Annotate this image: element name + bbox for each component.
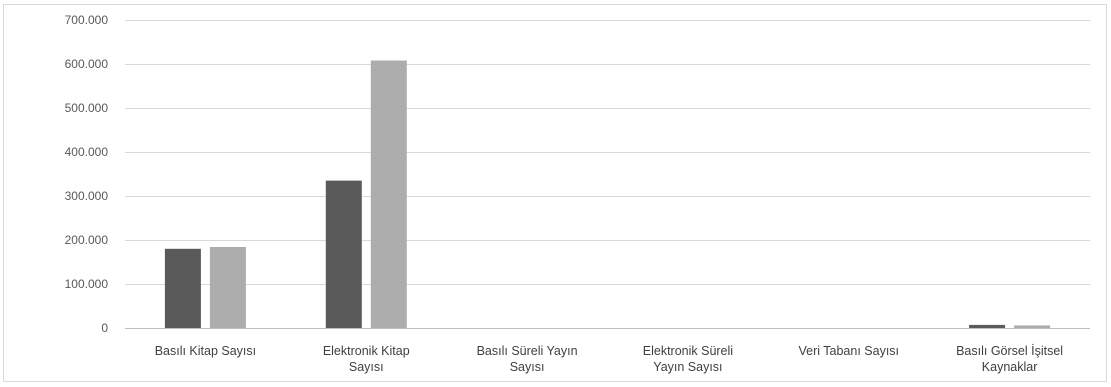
- bars: [164, 60, 1051, 328]
- y-tick-label: 300.000: [65, 189, 109, 203]
- bar-series-2-1: [209, 247, 246, 328]
- x-axis-categories: Basılı Kitap Sayısı Elektronik Kitap Sayıs…: [155, 344, 1063, 374]
- y-tick-label: 0: [101, 321, 108, 335]
- x-category-label: Elektronik Süreli Yayın Sayısı: [643, 344, 733, 374]
- y-tick-label: 700.000: [65, 13, 109, 27]
- bar-series-1-6: [969, 324, 1006, 328]
- y-tick-label: 100.000: [65, 277, 109, 291]
- bar-series-1-2: [325, 180, 362, 328]
- x-category-label: Basılı Kitap Sayısı: [155, 344, 256, 358]
- x-category-label: Veri Tabanı Sayısı: [798, 344, 899, 358]
- x-category-label: Basılı Süreli Yayın Sayısı: [477, 344, 578, 374]
- y-tick-label: 400.000: [65, 145, 109, 159]
- x-category-label: Basılı Görsel İşitsel Kaynaklar: [956, 344, 1063, 374]
- bar-series-2-6: [1014, 325, 1051, 328]
- y-tick-label: 600.000: [65, 57, 109, 71]
- y-tick-label: 200.000: [65, 233, 109, 247]
- gridlines: [125, 20, 1090, 329]
- bar-series-1-1: [164, 248, 201, 328]
- bar-series-2-2: [370, 60, 407, 328]
- x-category-label: Elektronik Kitap Sayısı: [323, 344, 410, 374]
- y-tick-label: 500.000: [65, 101, 109, 115]
- y-axis-ticks: 0 100.000 200.000 300.000 400.000 500.000 600.…: [65, 13, 109, 335]
